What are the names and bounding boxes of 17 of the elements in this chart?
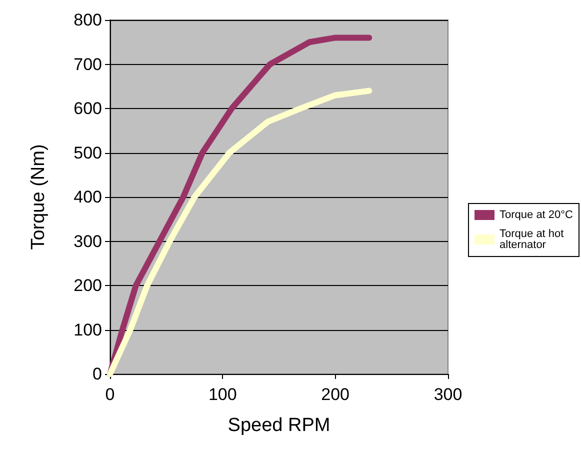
x-tick-label: 200 [321,385,350,404]
y-tick-label: 800 [74,10,102,30]
y-tick-label: 0 [92,364,102,384]
y-tick-label: 400 [74,188,102,206]
y-tick-label: 200 [74,276,102,295]
legend-label: Torque at hot alternator [500,228,567,251]
y-axis-title: Torque (Nm) [28,144,49,250]
y-tick-label: 500 [74,143,102,162]
y-tick-label: 700 [74,54,102,74]
x-tick-label: 300 [434,385,462,404]
x-tick-label: 100 [208,385,237,404]
legend-label: Torque at 20°C [500,209,574,221]
y-tick-label: 600 [74,99,102,118]
x-tick-label: 0 [105,385,115,404]
x-axis-title: Speed RPM [228,415,330,436]
y-tick-label: 300 [74,232,102,251]
y-tick-label: 100 [74,320,102,340]
